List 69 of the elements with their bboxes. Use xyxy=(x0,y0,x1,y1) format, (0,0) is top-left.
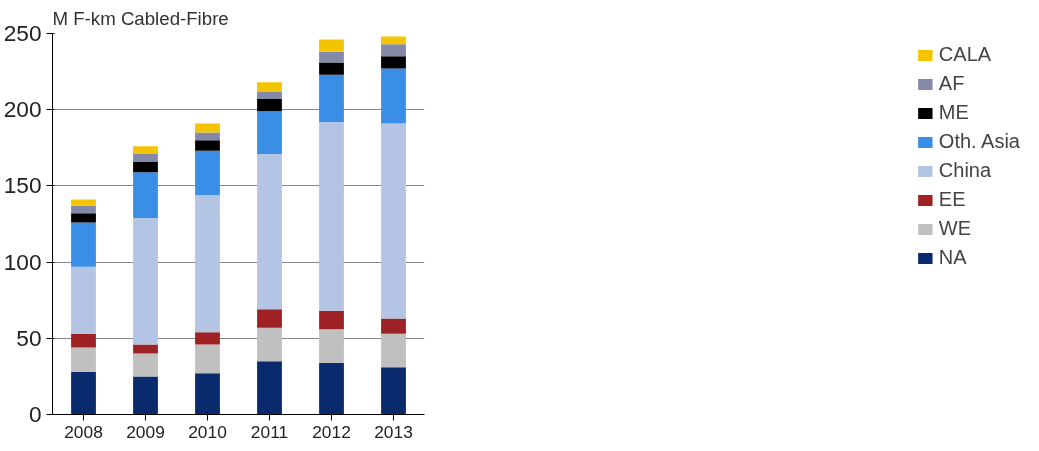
legend-label: CALA xyxy=(938,43,992,66)
y-tick-label: 200 xyxy=(3,96,42,123)
bar xyxy=(257,153,282,310)
bar xyxy=(319,39,344,52)
y-tick-label: 100 xyxy=(3,248,42,275)
bar xyxy=(133,161,158,173)
x-tick-label: 2011 xyxy=(250,421,289,442)
bar xyxy=(319,362,344,415)
bar xyxy=(319,51,344,63)
legend-label: AF xyxy=(938,72,965,95)
bar xyxy=(381,44,406,57)
bar xyxy=(257,327,282,362)
bar xyxy=(195,140,220,151)
y-tick-label: 50 xyxy=(16,324,42,351)
bar xyxy=(133,172,158,218)
bar xyxy=(319,74,344,122)
y-axis-title: M F-km Cabled-Fibre xyxy=(52,7,229,29)
bar xyxy=(133,146,158,154)
x-tick-label: 2013 xyxy=(374,421,413,442)
bar xyxy=(195,332,220,345)
bar xyxy=(381,36,406,45)
bar xyxy=(71,266,96,334)
bar xyxy=(319,329,344,363)
bar xyxy=(71,213,96,223)
bar xyxy=(133,344,158,354)
x-tick-label: 2010 xyxy=(188,421,227,442)
bar xyxy=(71,222,96,267)
bar xyxy=(71,199,96,206)
bar xyxy=(133,217,158,345)
bar xyxy=(133,353,158,377)
legend-label: WE xyxy=(938,217,972,240)
bar xyxy=(381,68,406,124)
bar xyxy=(381,56,406,69)
bar xyxy=(257,82,282,92)
bar xyxy=(257,361,282,415)
bar xyxy=(381,318,406,334)
y-tick-label: 250 xyxy=(3,20,42,46)
bar xyxy=(195,195,220,333)
x-tick-label: 2012 xyxy=(312,421,351,442)
x-tick-label: 2008 xyxy=(64,421,103,442)
x-tick-label: 2009 xyxy=(126,421,165,442)
bar xyxy=(319,310,344,330)
bar xyxy=(381,123,406,319)
bar xyxy=(381,333,406,368)
bar xyxy=(71,347,96,372)
bar xyxy=(133,153,158,162)
legend-label: ME xyxy=(938,101,969,124)
y-tick-label: 150 xyxy=(3,172,42,199)
y-tick-label: 0 xyxy=(28,401,42,427)
bar xyxy=(381,367,406,415)
bar xyxy=(319,62,344,75)
legend-label: NA xyxy=(938,246,967,269)
bar xyxy=(195,150,220,196)
bar xyxy=(71,333,96,348)
bar xyxy=(195,123,220,133)
bar xyxy=(257,309,282,328)
bar xyxy=(195,132,220,141)
bar xyxy=(257,111,282,154)
bar xyxy=(195,344,220,374)
bar xyxy=(71,371,96,415)
legend-label: Oth. Asia xyxy=(938,130,1020,153)
bar xyxy=(319,121,344,311)
bar xyxy=(195,373,220,415)
legend-label: China xyxy=(938,159,992,182)
bar xyxy=(257,91,282,100)
legend-label: EE xyxy=(938,188,966,211)
bar xyxy=(257,99,282,112)
bar xyxy=(133,376,158,415)
bar xyxy=(71,205,96,214)
